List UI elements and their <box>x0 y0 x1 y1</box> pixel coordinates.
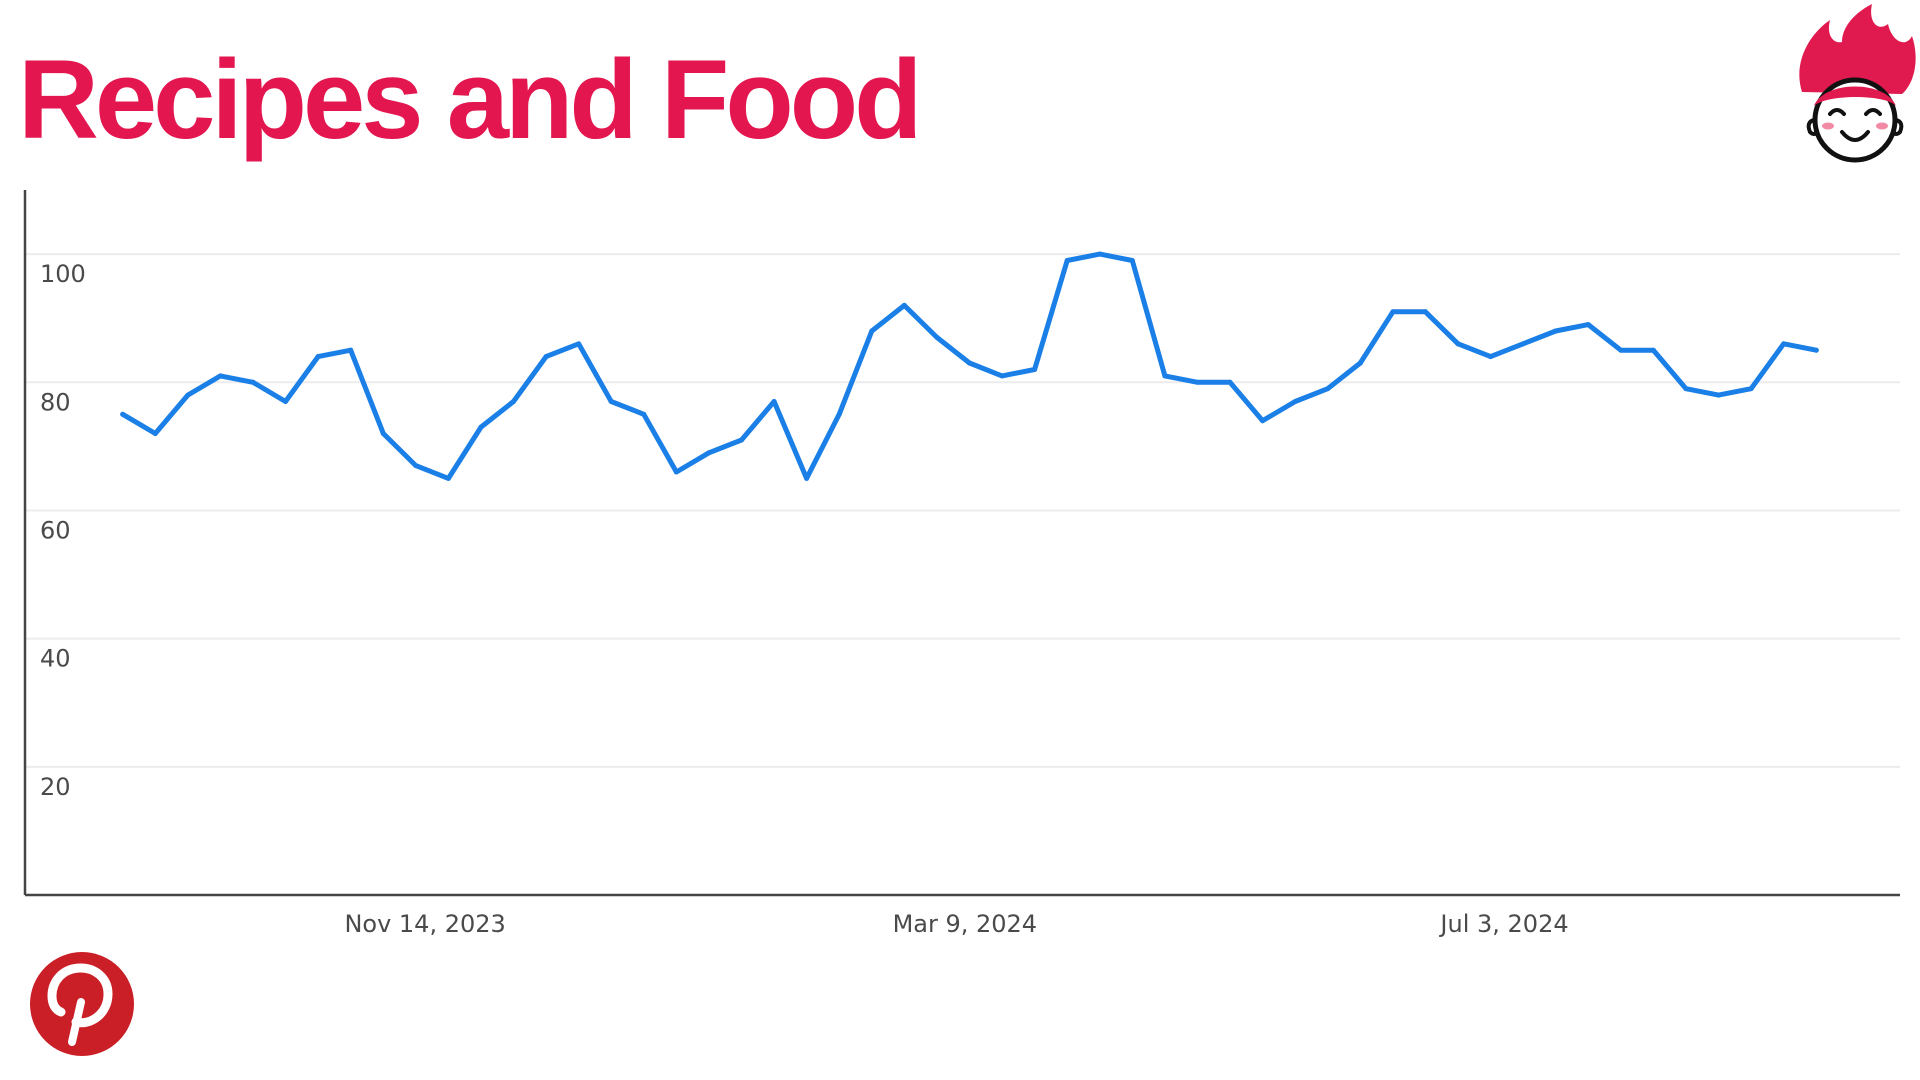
hair-fringe <box>1814 86 1896 106</box>
data-point <box>250 379 256 385</box>
data-point <box>576 341 582 347</box>
data-point <box>1813 347 1819 353</box>
data-point <box>869 328 875 334</box>
flame-hair <box>1799 4 1916 94</box>
data-point <box>543 354 549 360</box>
data-point <box>1422 309 1428 315</box>
data-point <box>315 354 321 360</box>
data-point <box>152 431 158 437</box>
data-point <box>1292 399 1298 404</box>
data-point <box>1064 258 1070 263</box>
x-tick-label: Jul 3, 2024 <box>1438 910 1568 938</box>
data-point <box>348 347 354 353</box>
data-point <box>445 475 451 481</box>
series-line <box>120 251 1819 481</box>
data-point <box>1618 347 1624 353</box>
page-title: Recipes and Food <box>18 37 923 162</box>
data-point <box>1781 341 1787 347</box>
data-point <box>1585 322 1591 328</box>
pinterest-logo-icon <box>30 952 134 1056</box>
data-point <box>1194 379 1200 385</box>
data-point <box>1390 309 1396 315</box>
data-point <box>1650 347 1656 353</box>
line-chart: 20 40 60 80 100 Nov 14, 2023 Mar 9, 2024 Jul 3… <box>23 190 1900 938</box>
data-point <box>1129 258 1135 263</box>
data-point <box>1325 386 1331 392</box>
data-point <box>934 334 940 340</box>
data-point <box>673 469 679 475</box>
data-point <box>1260 418 1266 424</box>
data-point <box>413 463 419 469</box>
data-point <box>283 399 289 404</box>
data-point <box>1227 379 1233 385</box>
data-point <box>641 411 647 417</box>
y-tick-label: 60 <box>40 516 71 544</box>
data-point <box>804 475 810 481</box>
x-tick-label: Mar 9, 2024 <box>893 910 1038 938</box>
y-tick-label: 20 <box>40 773 71 801</box>
data-point <box>1716 392 1722 398</box>
flame-hair-face-mascot-icon <box>1799 4 1916 163</box>
data-point <box>608 399 614 404</box>
data-point <box>1162 373 1168 379</box>
data-point <box>1520 341 1526 347</box>
data-point <box>217 373 223 379</box>
data-point <box>999 373 1005 379</box>
data-point <box>478 424 484 430</box>
data-point <box>120 411 126 417</box>
data-point <box>1683 386 1689 392</box>
y-tick-label: 40 <box>40 645 71 673</box>
data-point <box>739 437 745 443</box>
data-point <box>380 431 386 437</box>
data-point <box>706 450 712 456</box>
y-tick-label: 100 <box>40 260 86 288</box>
data-point <box>1553 328 1559 334</box>
data-point <box>966 360 972 366</box>
data-point <box>1455 341 1461 347</box>
y-tick-label: 80 <box>40 388 71 416</box>
data-point <box>511 399 517 404</box>
x-tick-label: Nov 14, 2023 <box>344 910 505 938</box>
data-point <box>901 302 907 308</box>
data-point <box>1032 366 1038 372</box>
data-point <box>771 399 777 404</box>
data-point <box>1488 354 1494 360</box>
data-point <box>1357 360 1363 366</box>
data-point <box>1748 386 1754 392</box>
data-point <box>836 411 842 417</box>
data-point <box>185 392 191 398</box>
face <box>1812 77 1898 163</box>
data-point <box>1097 251 1103 257</box>
